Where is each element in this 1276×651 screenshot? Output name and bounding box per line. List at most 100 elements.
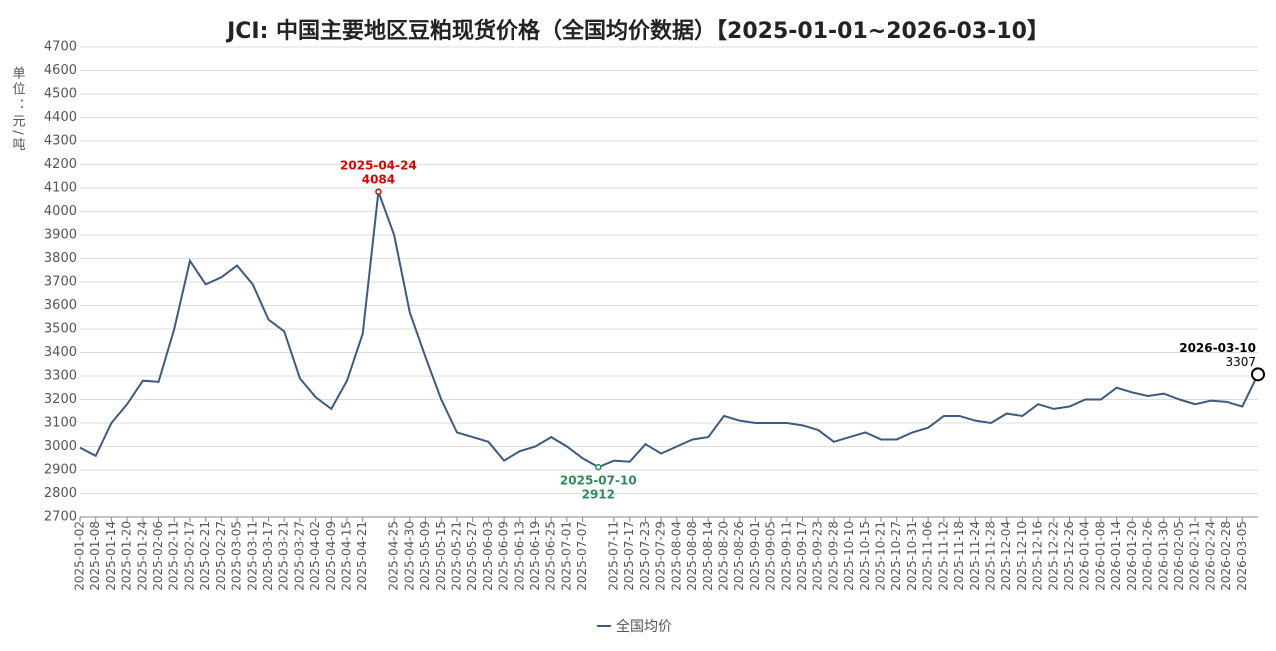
y-tick-label: 3800 (44, 251, 77, 266)
x-tick-label: 2025-07-29 (654, 521, 668, 591)
x-tick-label: 2025-05-09 (418, 521, 432, 591)
annotation-date: 2026-03-10 (1179, 341, 1256, 355)
x-tick-label: 2025-07-11 (607, 521, 621, 591)
annotation-value: 2912 (582, 488, 615, 502)
x-tick-label: 2025-03-21 (277, 521, 291, 591)
x-tick-label: 2025-08-04 (669, 521, 683, 591)
x-tick-label: 2025-06-09 (497, 521, 511, 591)
annotation-date: 2025-04-24 (340, 158, 417, 172)
x-tick-label: 2025-10-21 (874, 521, 888, 591)
x-tick-label: 2025-04-09 (324, 521, 338, 591)
y-tick-label: 2700 (44, 510, 77, 525)
chart-title: JCI: 中国主要地区豆粕现货价格（全国均价数据）【2025-01-01~202… (225, 18, 1049, 44)
y-tick-label: 4500 (44, 87, 77, 102)
y-tick-label: 3900 (44, 228, 77, 243)
x-tick-label: 2026-01-26 (1141, 521, 1155, 591)
x-tick-label: 2025-03-17 (261, 521, 275, 591)
x-tick-label: 2025-08-14 (701, 521, 715, 591)
y-tick-label: 4600 (44, 63, 77, 78)
y-tick-label: 4400 (44, 110, 77, 125)
x-tick-label: 2025-01-14 (104, 521, 118, 591)
x-tick-label: 2025-09-01 (748, 521, 762, 591)
x-tick-label: 2025-10-27 (889, 521, 903, 591)
y-tick-label: 4200 (44, 157, 77, 172)
x-tick-label: 2025-12-10 (1015, 521, 1029, 591)
x-tick-label: 2025-11-12 (936, 521, 950, 591)
x-tick-label: 2025-10-10 (842, 521, 856, 591)
x-tick-label: 2025-09-23 (811, 521, 825, 591)
x-tick-label: 2025-02-17 (182, 521, 196, 591)
x-tick-label: 2025-09-28 (826, 521, 840, 591)
y-tick-label: 4000 (44, 204, 77, 219)
x-tick-label: 2025-08-08 (685, 521, 699, 591)
x-tick-label: 2025-01-20 (120, 521, 134, 591)
y-tick-label: 3000 (44, 439, 77, 454)
x-tick-label: 2025-07-23 (638, 521, 652, 591)
x-tick-label: 2026-02-28 (1219, 521, 1233, 591)
series-line (79, 191, 1259, 469)
y-tick-label: 3600 (44, 298, 77, 313)
x-tick-label: 2025-04-21 (355, 521, 369, 591)
x-tick-label: 2025-08-26 (732, 521, 746, 591)
x-tick-label: 2025-01-02 (73, 521, 87, 591)
x-tick-label: 2025-12-16 (1031, 521, 1045, 591)
x-tick-label: 2025-02-27 (214, 521, 228, 591)
y-tick-label: 2900 (44, 463, 77, 478)
x-tick-label: 2025-03-27 (292, 521, 306, 591)
x-tick-label: 2025-12-26 (1062, 521, 1076, 591)
x-tick-label: 2025-11-06 (921, 521, 935, 591)
x-tick-label: 2026-01-14 (1109, 521, 1123, 591)
x-tick-label: 2025-06-19 (528, 521, 542, 591)
x-tick-label: 2026-01-30 (1156, 521, 1170, 591)
x-tick-label: 2025-05-27 (465, 521, 479, 591)
x-tick-label: 2025-01-24 (135, 521, 149, 591)
y-tick-label: 3100 (44, 416, 77, 431)
x-tick-label: 2025-11-24 (968, 521, 982, 591)
x-tick-label: 2025-03-11 (245, 521, 259, 591)
x-tick-label: 2026-02-24 (1203, 521, 1217, 591)
x-tick-label: 2025-10-15 (858, 521, 872, 591)
x-tick-label: 2025-10-31 (905, 521, 919, 591)
x-tick-label: 2025-09-05 (764, 521, 778, 591)
x-tick-label: 2025-02-21 (198, 521, 212, 591)
annotation-value: 3307 (1225, 355, 1256, 369)
x-tick-label: 2025-06-03 (481, 521, 495, 591)
x-tick-label: 2025-12-04 (999, 521, 1013, 591)
y-tick-label: 4100 (44, 181, 77, 196)
x-tick-label: 2025-04-30 (402, 521, 416, 591)
y-tick-label: 3300 (44, 369, 77, 384)
y-tick-label: 3200 (44, 392, 77, 407)
y-tick-label: 4300 (44, 134, 77, 149)
x-tick-label: 2025-04-25 (387, 521, 401, 591)
x-tick-label: 2025-04-02 (308, 521, 322, 591)
x-tick-label: 2025-05-15 (434, 521, 448, 591)
y-tick-label: 3400 (44, 345, 77, 360)
x-tick-label: 2025-08-20 (716, 521, 730, 591)
x-tick-label: 2025-05-21 (449, 521, 463, 591)
x-tick-label: 2025-07-17 (622, 521, 636, 591)
x-tick-label: 2025-06-13 (512, 521, 526, 591)
legend-label: 全国均价 (616, 618, 672, 635)
x-tick-label: 2026-01-04 (1078, 521, 1092, 591)
x-tick-label: 2025-02-06 (151, 521, 165, 591)
x-tick-label: 2025-09-17 (795, 521, 809, 591)
x-tick-label: 2025-03-05 (230, 521, 244, 591)
annotation-marker (375, 188, 382, 196)
x-tick-label: 2026-01-20 (1125, 521, 1139, 591)
y-axis-label: 单位：元/吨 (10, 66, 26, 153)
x-tick-label: 2025-07-07 (575, 521, 589, 591)
x-tick-label: 2025-04-15 (340, 521, 354, 591)
annotation-value: 4084 (362, 172, 395, 186)
x-tick-label: 2025-11-18 (952, 521, 966, 591)
annotation-marker (1251, 367, 1265, 382)
x-tick-label: 2025-02-11 (167, 521, 181, 591)
x-tick-label: 2025-12-22 (1046, 521, 1060, 591)
annotation-date: 2025-07-10 (560, 474, 637, 488)
x-tick-label: 2026-02-05 (1172, 521, 1186, 591)
x-tick-label: 2026-02-11 (1188, 521, 1202, 591)
annotation-marker (595, 463, 602, 471)
x-tick-label: 2025-06-25 (544, 521, 558, 591)
y-tick-label: 4700 (44, 40, 77, 55)
x-tick-label: 2025-07-01 (559, 521, 573, 591)
